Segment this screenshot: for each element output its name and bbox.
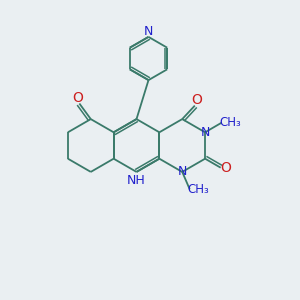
Text: O: O bbox=[72, 91, 83, 105]
Text: CH₃: CH₃ bbox=[219, 116, 241, 129]
Text: N: N bbox=[178, 165, 187, 178]
Text: N: N bbox=[144, 25, 153, 38]
Text: N: N bbox=[200, 126, 210, 139]
Text: O: O bbox=[191, 93, 202, 107]
Text: O: O bbox=[221, 161, 232, 175]
Text: NH: NH bbox=[127, 174, 145, 187]
Text: CH₃: CH₃ bbox=[187, 183, 209, 196]
